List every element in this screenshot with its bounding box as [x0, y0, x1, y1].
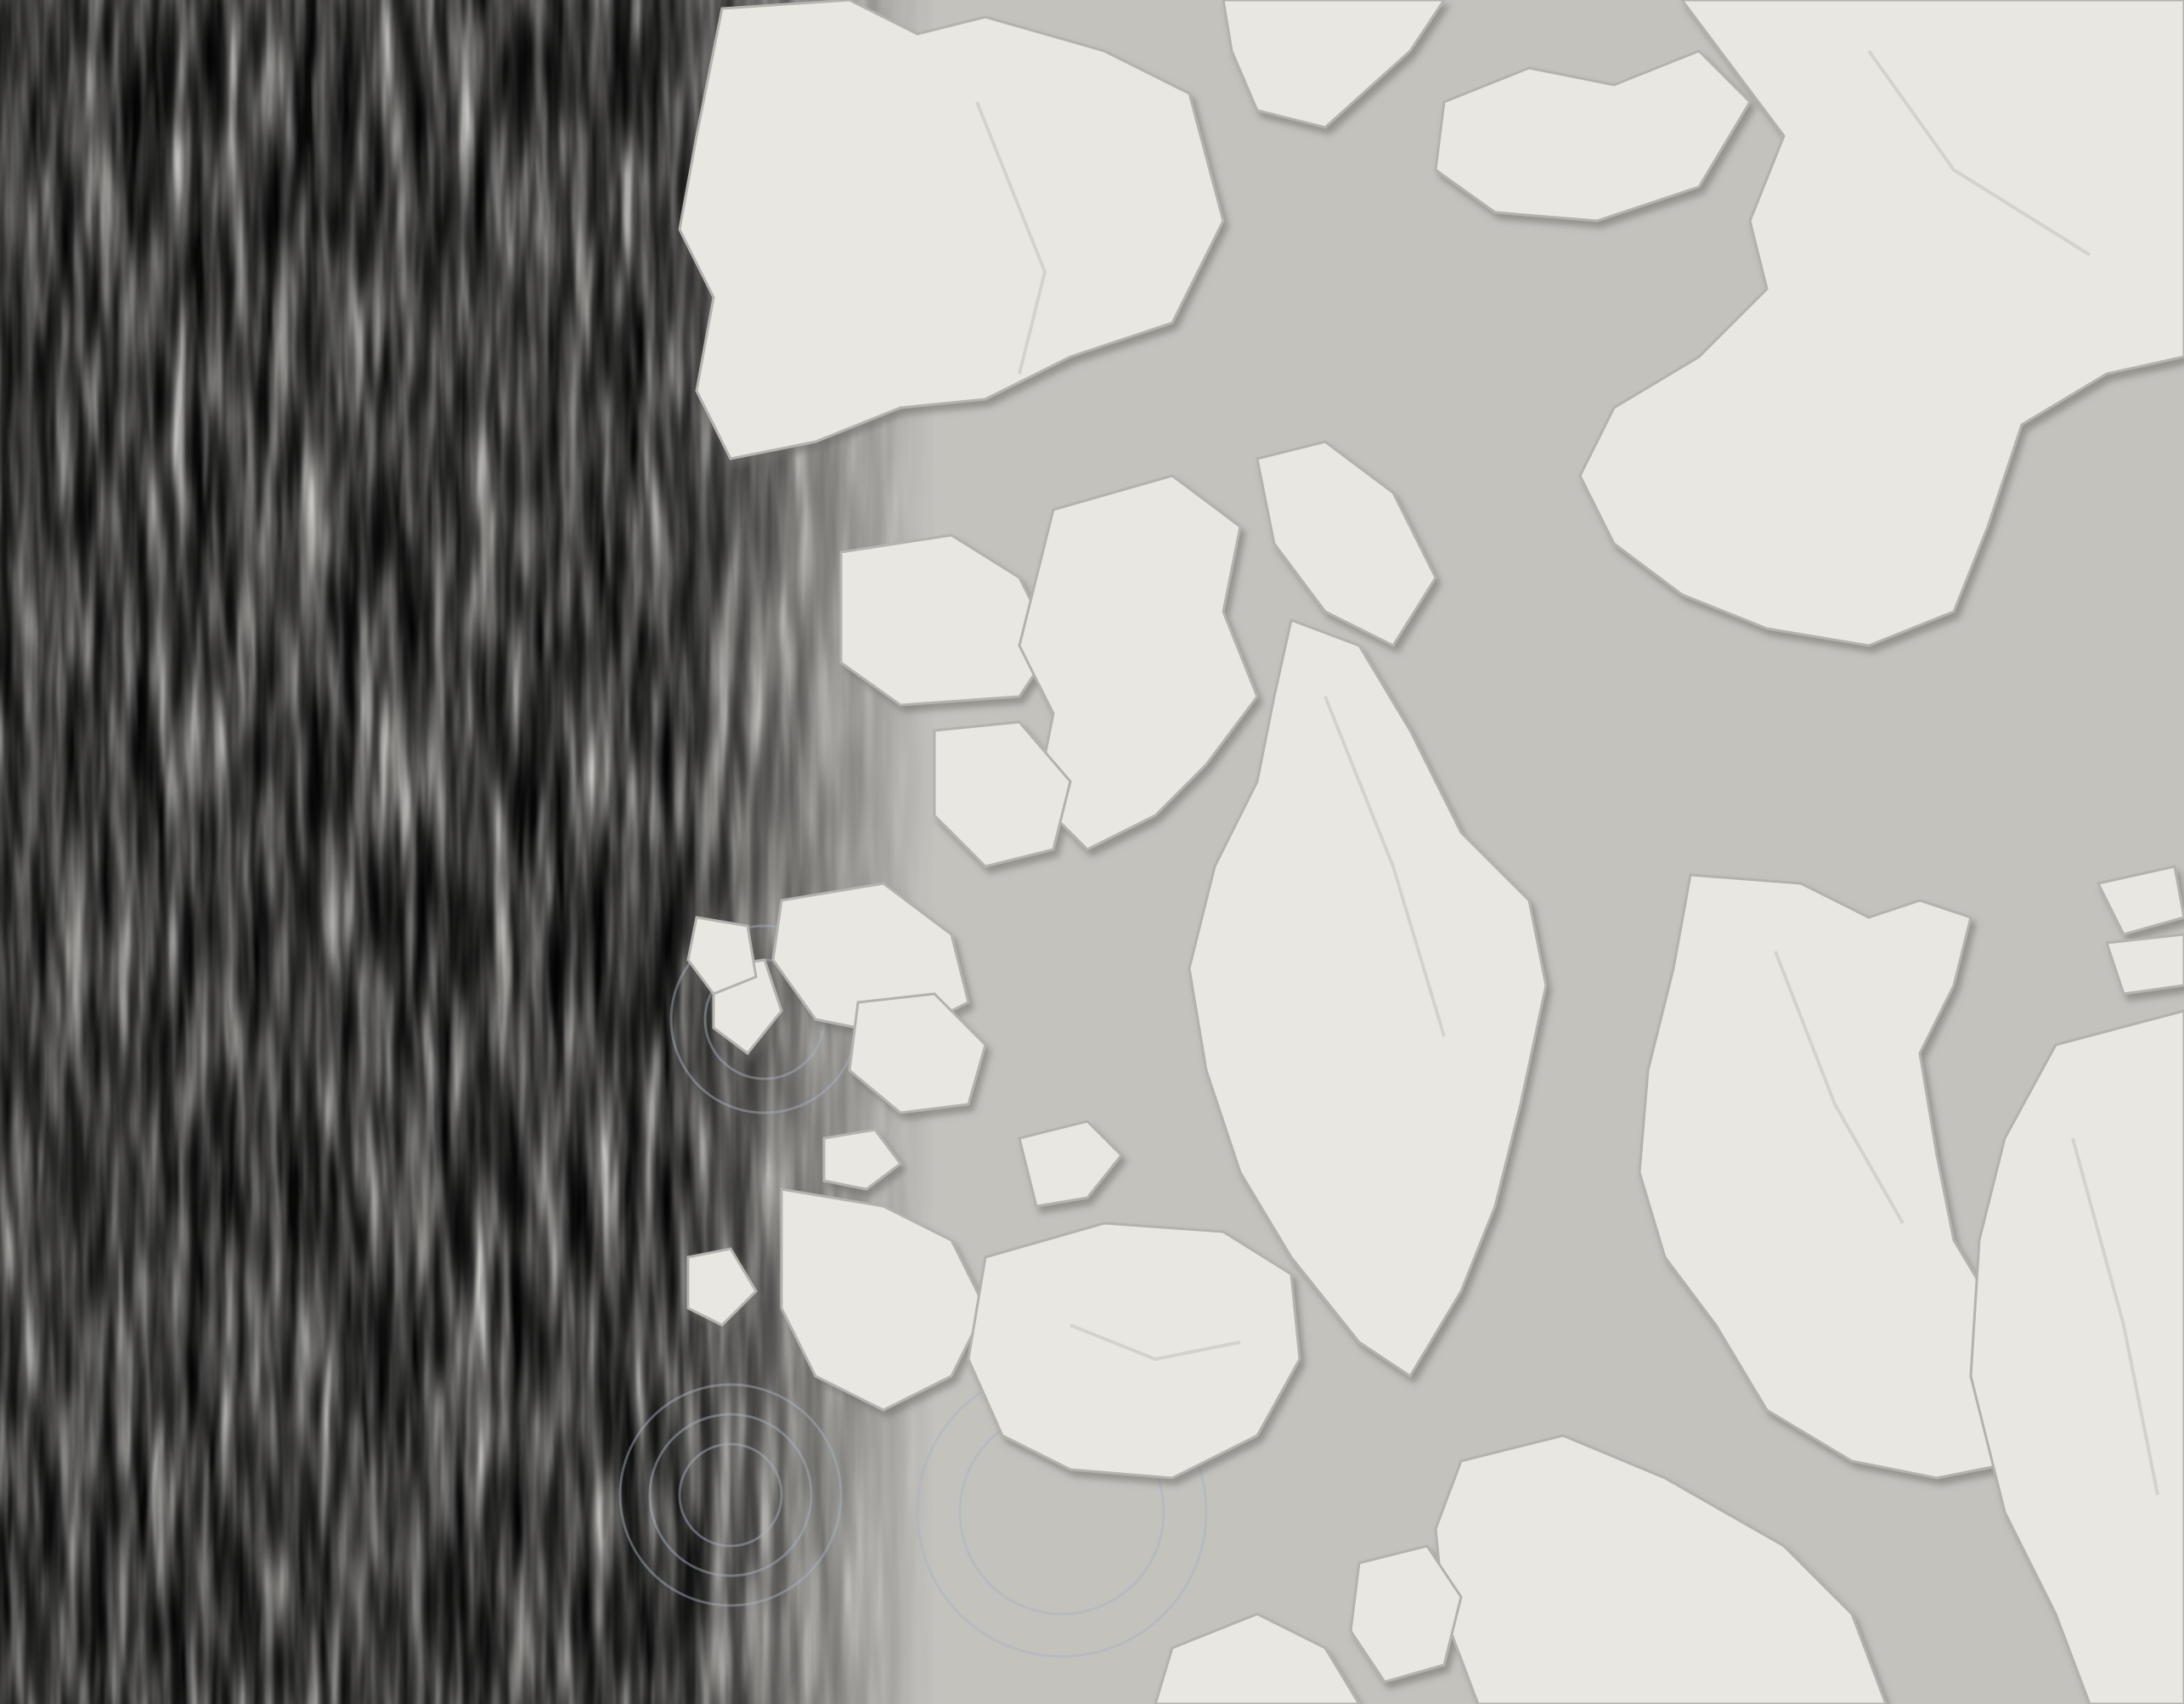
island-north-1: [678, 0, 1225, 460]
island-coast-west-2: [686, 1247, 758, 1327]
island-north-2: [1222, 0, 1446, 129]
land-ridges: [975, 49, 2159, 1496]
island-mid-west-1: [933, 720, 1072, 868]
island-small-east-2: [2104, 933, 2184, 996]
island-long-center: [1188, 618, 1548, 1379]
island-small-1: [822, 1128, 903, 1191]
island-bottom-left: [1154, 1612, 1361, 1704]
island-south-west: [780, 1188, 987, 1412]
landmass-right-edge: [1969, 1009, 2184, 1704]
island-mid-2: [1018, 474, 1259, 851]
island-coast-west-1: [686, 916, 758, 996]
island-small-2: [1018, 1120, 1124, 1208]
landmass-top-right: [1578, 0, 2184, 647]
island-mid-3: [1256, 440, 1437, 647]
land-masses: [678, 0, 2184, 1704]
island-small-east-1: [2096, 865, 2184, 936]
island-bottom-mid: [1349, 1544, 1463, 1684]
island-mid-west-3: [848, 992, 987, 1114]
island-north-east: [1434, 49, 1752, 223]
